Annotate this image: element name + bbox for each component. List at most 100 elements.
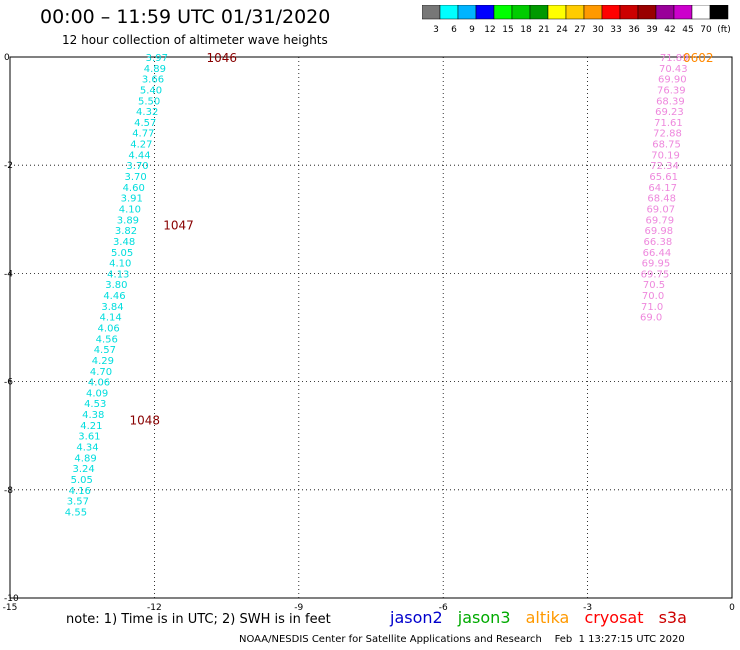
colorbar-label: 18	[520, 25, 532, 35]
data-point-label: 4.34	[76, 443, 98, 454]
x-tick-label: -12	[147, 603, 162, 612]
data-point-label: 69.07	[646, 204, 675, 215]
data-point-label: 4.06	[98, 324, 120, 335]
data-point-label: 66.38	[644, 237, 673, 248]
credit-footer: NOAA/NESDIS Center for Satellite Applica…	[239, 634, 685, 645]
legend-s3a: s3a	[658, 608, 687, 627]
legend-altika: altika	[525, 608, 570, 627]
data-point-label: 4.77	[132, 129, 154, 140]
colorbar-label: 42	[664, 25, 675, 35]
data-point-label: 5.40	[140, 85, 162, 96]
data-point-label: 69.98	[645, 226, 674, 237]
color-scale-bar: 3 6 9 12 15 18 21 24 27 30 33 36 39 42 45 70 (ft)	[422, 5, 731, 35]
x-tick-label: -3	[583, 603, 592, 612]
data-point-label: 3.24	[73, 464, 95, 475]
data-point-label: 4.46	[103, 291, 125, 302]
data-point-label: 3.57	[67, 497, 89, 508]
data-point-label: 4.10	[119, 204, 141, 215]
data-point-label: 4.70	[90, 367, 112, 378]
colorbar-label: 45	[682, 25, 693, 35]
time-annotation: 1047	[163, 219, 194, 233]
data-point-label: 69.0	[640, 313, 662, 324]
y-tick-label: -10	[4, 594, 19, 604]
y-tick-label: -6	[4, 378, 13, 388]
data-point-label: 3.82	[115, 226, 137, 237]
legend-cryosat: cryosat	[584, 608, 644, 627]
legend-jason3: jason3	[457, 608, 511, 627]
x-tick-label: -6	[439, 603, 448, 612]
data-point-label: 3.70	[126, 161, 148, 172]
data-point-label: 3.97	[146, 53, 168, 64]
data-point-label: 3.61	[78, 432, 100, 443]
y-tick-label: -2	[4, 161, 13, 171]
y-tick-label: -4	[4, 269, 13, 279]
data-point-label: 64.17	[648, 183, 677, 194]
x-tick-label: 0	[729, 603, 735, 612]
colorbar-label: 15	[502, 25, 513, 35]
chart-title: 00:00 – 11:59 UTC 01/31/2020	[40, 6, 331, 28]
colorbar-label: 3	[433, 25, 439, 35]
data-point-label: 4.16	[69, 486, 91, 497]
colorbar-label: 24	[556, 25, 568, 35]
data-point-label: 3.91	[121, 194, 143, 205]
data-point-label: 3.80	[105, 280, 127, 291]
colorbar-label: 30	[592, 25, 604, 35]
data-point-label: 4.27	[130, 140, 152, 151]
data-point-label: 4.21	[80, 421, 102, 432]
data-point-label: 69.90	[658, 75, 687, 86]
data-point-label: 71.89	[660, 53, 689, 64]
data-point-label: 3.70	[124, 172, 146, 183]
time-annotation: 0602	[683, 51, 714, 65]
legend-jason2: jason2	[390, 608, 443, 627]
data-point-label: 70.0	[642, 291, 664, 302]
data-point-label: 4.89	[74, 453, 96, 464]
data-point-label: 65.61	[649, 172, 678, 183]
data-point-label: 4.53	[84, 399, 106, 410]
data-point-label: 4.60	[123, 183, 145, 194]
colorbar-label: (ft)	[717, 25, 731, 35]
data-point-label: 69.79	[645, 215, 674, 226]
data-point-label: 66.44	[643, 248, 672, 259]
data-point-label: 4.57	[134, 118, 156, 129]
satellite-legend: jason2 jason3 altika cryosat s3a	[390, 608, 697, 627]
colorbar-label: 12	[484, 25, 495, 35]
data-point-label: 4.89	[144, 64, 166, 75]
time-annotation: 1046	[207, 51, 238, 65]
data-point-label: 5.05	[71, 475, 93, 486]
data-point-label: 69.23	[655, 107, 684, 118]
data-point-label: 72.34	[650, 161, 679, 172]
colorbar-label: 36	[628, 25, 640, 35]
data-point-label: 4.06	[88, 378, 110, 389]
data-point-label: 5.05	[111, 248, 133, 259]
colorbar-label: 21	[538, 25, 549, 35]
data-point-label: 71.0	[641, 302, 663, 313]
data-point-label: 68.75	[652, 140, 681, 151]
y-tick-label: 0	[4, 53, 10, 63]
colorbar-label: 27	[574, 25, 585, 35]
data-point-label: 68.48	[647, 194, 676, 205]
data-point-label: 4.29	[92, 356, 114, 367]
data-point-label: 68.39	[656, 96, 685, 107]
data-point-label: 4.44	[128, 150, 150, 161]
data-point-label: 4.38	[82, 410, 104, 421]
colorbar-label: 6	[451, 25, 457, 35]
data-point-label: 69.95	[642, 259, 671, 270]
data-point-label: 70.19	[651, 150, 680, 161]
data-point-label: 4.56	[96, 334, 118, 345]
data-point-label: 72.88	[653, 129, 682, 140]
data-point-label: 71.61	[654, 118, 683, 129]
data-point-label: 3.84	[101, 302, 123, 313]
data-point-label: 4.57	[94, 345, 116, 356]
data-point-label: 3.89	[117, 215, 139, 226]
data-point-label: 3.66	[142, 75, 164, 86]
chart-subtitle: 12 hour collection of altimeter wave hei…	[62, 33, 328, 47]
colorbar-label: 39	[646, 25, 658, 35]
data-point-label: 70.5	[643, 280, 665, 291]
data-point-label: 4.32	[136, 107, 158, 118]
data-point-label: 4.09	[86, 388, 108, 399]
data-point-label: 4.55	[65, 507, 87, 518]
colorbar-swatch	[709, 5, 729, 20]
data-point-label: 5.50	[138, 96, 160, 107]
wave-height-plot: -15 -12 -9 -6 -3 00-2-4-6-8-103.974.893.665.4…	[3, 51, 735, 612]
data-point-label: 69.75	[641, 269, 670, 280]
